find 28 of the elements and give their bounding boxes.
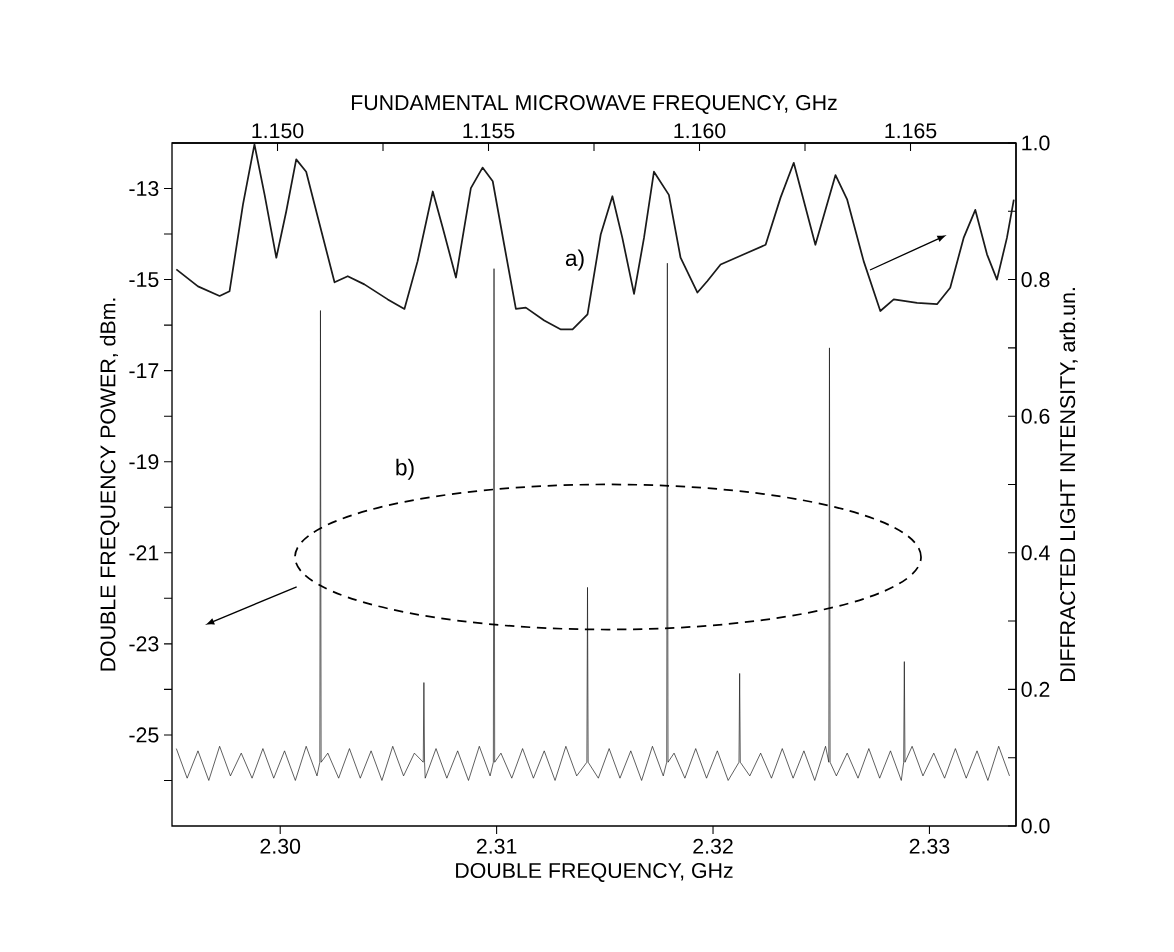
x-axis-title: DOUBLE FREQUENCY, GHz xyxy=(456,862,733,882)
y-tick-label: -21 xyxy=(129,545,159,561)
y-tick-label: -15 xyxy=(129,272,159,288)
x2-tick-label: 1.165 xyxy=(885,123,937,139)
x-tick-label: 2.31 xyxy=(476,838,517,854)
y-axis-title: DOUBLE FREQUENCY POWER, dBm. xyxy=(99,298,120,671)
x2-tick-label: 1.155 xyxy=(463,123,515,139)
x2-tick-label: 1.150 xyxy=(252,123,304,139)
y-tick-label: -23 xyxy=(129,636,159,652)
x2-tick-label: 1.160 xyxy=(674,123,726,139)
y-tick-label: -25 xyxy=(129,727,159,743)
y2-tick-label: 0.4 xyxy=(1021,545,1050,561)
x-tick-label: 2.30 xyxy=(260,838,301,854)
y2-tick-label: 1.0 xyxy=(1022,135,1050,151)
annotation: a) xyxy=(565,249,584,271)
y2-tick-label: 0.2 xyxy=(1021,681,1050,697)
y-tick-label: -13 xyxy=(129,180,159,197)
y-tick-label: -19 xyxy=(129,454,159,470)
y2-tick-label: 0.8 xyxy=(1021,272,1050,288)
x-tick-label: 2.33 xyxy=(909,838,950,854)
line-series xyxy=(175,143,1015,331)
annotation: b) xyxy=(396,458,414,480)
x2-axis-title: FUNDAMENTAL MICROWAVE FREQUENCY, GHz xyxy=(351,95,837,115)
y-tick-label: -17 xyxy=(129,363,159,378)
y2-tick-label: 0.6 xyxy=(1021,408,1050,424)
y2-tick-label: 0.0 xyxy=(1021,818,1050,834)
y2-axis-title: DIFFRACTED LIGHT INTENSITY, arb.un. xyxy=(1059,288,1078,682)
x-tick-label: 2.32 xyxy=(693,838,733,854)
